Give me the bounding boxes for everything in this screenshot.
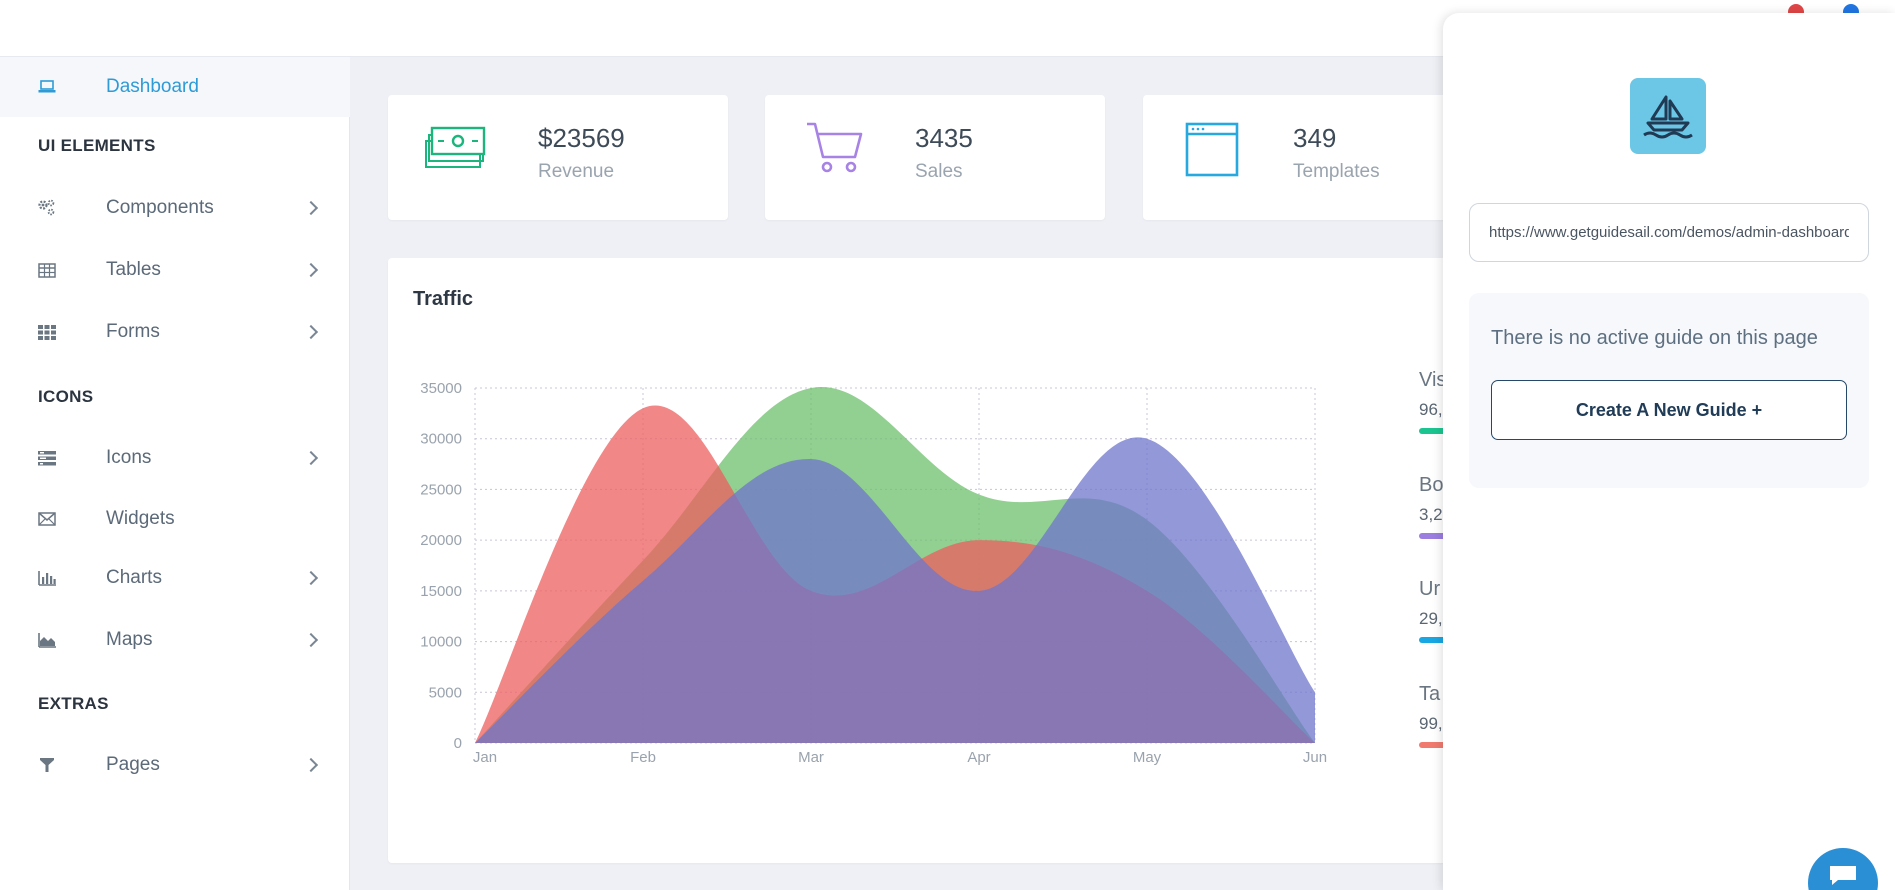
sidebar-item-icons[interactable]: Icons [0, 428, 350, 488]
sidebar-item-dashboard[interactable]: Dashboard [0, 57, 350, 117]
sidebar-item-label: Icons [106, 447, 152, 468]
legend-value: 96, [1419, 400, 1443, 419]
sidebar-item-label: Charts [106, 567, 162, 588]
legend-name: Ur [1419, 578, 1441, 600]
legend-name: Ta [1419, 683, 1441, 705]
stat-value: 3435 [915, 123, 973, 153]
sidebar-item-label: Pages [106, 754, 160, 775]
section-heading-extras: EXTRAS [38, 694, 109, 713]
sidebar-item-widgets[interactable]: Widgets [0, 489, 350, 549]
legend-value: 99, [1419, 714, 1443, 733]
guide-status-box: There is no active guide on this page Cr… [1469, 293, 1869, 488]
legend-item-bounce: Bo 3,2 [1419, 474, 1449, 539]
legend-bar [1419, 637, 1449, 643]
table-icon [37, 260, 57, 280]
legend-name: Vis [1419, 369, 1447, 391]
section-heading-icons: ICONS [38, 387, 94, 406]
sidebar-item-pages[interactable]: Pages [0, 735, 350, 795]
sidebar-item-label: Widgets [106, 508, 175, 529]
grid-icon [37, 322, 57, 342]
cart-icon [805, 121, 865, 182]
sidebar-item-tables[interactable]: Tables [0, 240, 350, 300]
stat-value: $23569 [538, 123, 625, 153]
chevron-right-icon [303, 262, 319, 278]
stat-card-revenue: $23569 Revenue [388, 95, 728, 220]
sidebar-item-label: Forms [106, 321, 160, 342]
chevron-right-icon [303, 570, 319, 586]
legend-bar [1419, 742, 1449, 748]
sidebar-item-label: Components [106, 197, 214, 218]
bar-chart-icon [37, 568, 57, 588]
sidebar-item-components[interactable]: Components [0, 178, 350, 238]
legend-value: 3,2 [1419, 505, 1443, 524]
section-heading-ui-elements: UI ELEMENTS [38, 136, 156, 155]
guide-url-input[interactable] [1469, 203, 1869, 262]
area-chart-icon [37, 630, 57, 650]
envelope-icon [37, 509, 57, 529]
sidebar-item-charts[interactable]: Charts [0, 548, 350, 608]
sidebar: Dashboard UI ELEMENTS Components Tables … [0, 57, 350, 890]
filter-icon [37, 755, 57, 775]
stat-value: 349 [1293, 123, 1337, 153]
chevron-right-icon [303, 632, 319, 648]
money-icon [424, 125, 486, 174]
chevron-right-icon [303, 324, 319, 340]
chevron-right-icon [303, 450, 319, 466]
chevron-right-icon [303, 200, 319, 216]
cogs-icon [37, 198, 57, 218]
laptop-icon [37, 77, 57, 97]
stat-label: Revenue [538, 161, 615, 182]
stat-card-sales: 3435 Sales [765, 95, 1105, 220]
legend-bar [1419, 428, 1449, 434]
legend-name: Bo [1419, 474, 1444, 496]
sidebar-item-maps[interactable]: Maps [0, 610, 350, 670]
sidebar-item-label: Tables [106, 259, 161, 280]
chat-bubble-icon [1828, 864, 1858, 890]
legend-item-target: Ta 99, [1419, 683, 1449, 748]
list-icon [37, 448, 57, 468]
traffic-card: Traffic [388, 258, 1488, 863]
sailboat-icon [1630, 78, 1706, 154]
browser-window-icon [1185, 122, 1241, 183]
guide-side-panel: There is no active guide on this page Cr… [1443, 13, 1895, 890]
no-guide-message: There is no active guide on this page [1491, 327, 1818, 349]
stat-label: Sales [915, 161, 963, 182]
sidebar-item-label: Dashboard [106, 76, 199, 97]
legend-value: 29, [1419, 609, 1443, 628]
stat-label: Templates [1293, 161, 1380, 182]
sidebar-item-forms[interactable]: Forms [0, 302, 350, 362]
legend-item-visits: Vis 96, [1419, 369, 1449, 434]
sidebar-item-label: Maps [106, 629, 153, 650]
legend-item-unique: Ur 29, [1419, 578, 1449, 643]
stat-card-templates: 349 Templates [1143, 95, 1483, 220]
legend-bar [1419, 533, 1449, 539]
traffic-title: Traffic [413, 288, 474, 310]
chevron-right-icon [303, 757, 319, 773]
create-guide-button[interactable]: Create A New Guide + [1491, 380, 1847, 440]
